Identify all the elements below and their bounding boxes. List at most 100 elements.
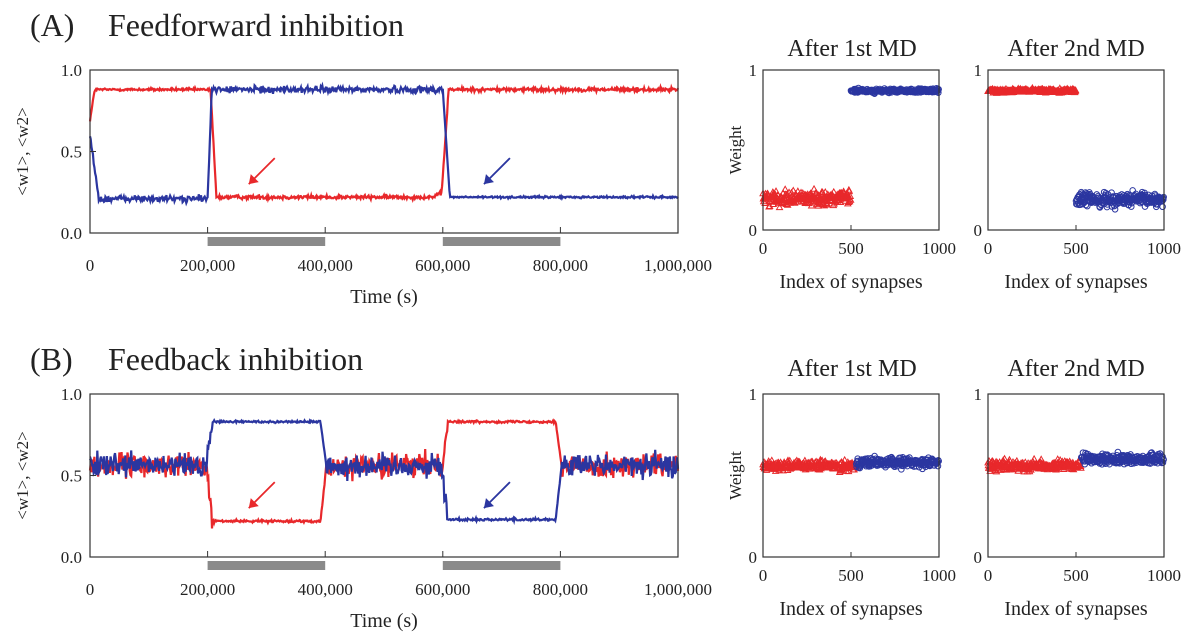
point-triangle <box>821 188 830 195</box>
point-triangle <box>789 186 798 194</box>
y-tick-label: 0 <box>749 548 758 567</box>
chart-B-md2: 0 1 0 500 1000 Index of synapses <box>974 385 1182 620</box>
panel-a-md1-title: After 1st MD <box>787 36 916 62</box>
deprivation-bar-2 <box>442 561 561 570</box>
x-tick-label: 500 <box>838 239 864 258</box>
point-triangle <box>814 201 823 209</box>
x-tick-label: 200,000 <box>180 256 235 275</box>
panel-b-md1-title: After 1st MD <box>787 356 916 382</box>
x-tick-label: 1000 <box>1147 239 1181 258</box>
series-line-blue <box>88 81 679 207</box>
y-axis-label: Weight <box>726 451 745 500</box>
x-tick-label: 1000 <box>922 566 956 585</box>
point-circle <box>1159 203 1166 211</box>
y-tick-label: 0.0 <box>61 548 82 567</box>
x-tick-label: 0 <box>86 580 95 599</box>
x-tick-label: 600,000 <box>415 256 470 275</box>
x-tick-label: 0 <box>984 566 993 585</box>
point-circle <box>1159 459 1167 466</box>
panel-b-md2-title: After 2nd MD <box>1007 356 1144 382</box>
y-tick-label: 0.5 <box>61 143 82 162</box>
y-tick-label: 0 <box>974 548 983 567</box>
chart-A-time: 0.0 0.5 1.0 0 200,000 400,000 600,000 800,000 1,… <box>13 61 712 308</box>
x-tick-label: 500 <box>1063 566 1089 585</box>
x-tick-label: 1000 <box>922 239 956 258</box>
arrow-head-blue <box>483 174 494 185</box>
plot-frame <box>89 69 679 234</box>
arrow-head-blue <box>483 498 494 509</box>
arrow-head-red <box>248 498 259 509</box>
point-triangle <box>844 467 853 475</box>
point-circle <box>1159 196 1167 203</box>
y-tick-label: 1.0 <box>61 61 82 80</box>
x-tick-label: 600,000 <box>415 580 470 599</box>
panel-a-label: (A) <box>30 7 74 43</box>
x-tick-label: 1,000,000 <box>644 256 712 275</box>
y-tick-label: 1 <box>749 61 758 80</box>
x-axis-label: Index of synapses <box>1004 271 1148 293</box>
arrow-head-red <box>248 174 259 185</box>
series-line-blue <box>89 417 680 526</box>
x-tick-label: 500 <box>1063 239 1089 258</box>
point-triangle <box>767 456 776 464</box>
deprivation-bar-1 <box>207 237 326 246</box>
point-triangle <box>772 187 780 195</box>
panel-a-title: Feedforward inhibition <box>108 7 404 43</box>
point-triangle <box>1077 463 1085 471</box>
x-tick-label: 0 <box>759 239 768 258</box>
point-triangle <box>765 202 774 209</box>
x-axis-label: Time (s) <box>350 286 418 308</box>
y-axis-label: <w1>, <w2> <box>13 431 32 519</box>
x-tick-label: 500 <box>838 566 864 585</box>
panel-b-label: (B) <box>30 341 73 377</box>
y-tick-label: 0.5 <box>61 467 82 486</box>
y-tick-label: 0.0 <box>61 224 82 243</box>
x-tick-label: 400,000 <box>298 256 353 275</box>
point-triangle <box>807 201 816 209</box>
point-triangle <box>1000 454 1009 462</box>
chart-A-md2: 0 1 0 500 1000 Index of synapses <box>974 61 1182 293</box>
point-circle <box>1127 203 1135 210</box>
point-triangle <box>801 456 809 464</box>
x-axis-label: Index of synapses <box>1004 598 1148 620</box>
x-tick-label: 0 <box>984 239 993 258</box>
plot-frame <box>762 393 940 558</box>
panel-b-title: Feedback inhibition <box>108 341 363 377</box>
point-triangle <box>840 455 849 463</box>
y-axis-label: <w1>, <w2> <box>13 107 32 195</box>
y-axis-label: Weight <box>726 125 745 174</box>
x-tick-label: 1000 <box>1147 566 1181 585</box>
point-triangle <box>837 458 846 465</box>
point-triangle <box>828 191 837 199</box>
x-tick-label: 400,000 <box>298 580 353 599</box>
y-tick-label: 0 <box>974 221 983 240</box>
x-axis-label: Time (s) <box>350 610 418 632</box>
point-triangle <box>1071 86 1080 94</box>
x-tick-label: 200,000 <box>180 580 235 599</box>
point-triangle <box>836 198 845 206</box>
y-tick-label: 1 <box>974 385 983 404</box>
chart-B-md1: 0 1 0 500 1000 Index of synapses Weight <box>726 385 956 620</box>
point-circle <box>934 89 942 96</box>
chart-B-time: 0.0 0.5 1.0 0 200,000 400,000 600,000 800,000 1,… <box>13 385 712 632</box>
chart-A-md1: 0 1 0 500 1000 Index of synapses Weight <box>726 61 956 293</box>
point-triangle <box>845 187 854 195</box>
deprivation-bar-2 <box>442 237 561 246</box>
series-line-red <box>88 83 680 204</box>
y-tick-label: 1 <box>749 385 758 404</box>
x-axis-label: Index of synapses <box>779 271 923 293</box>
point-triangle <box>810 184 818 192</box>
y-tick-label: 1.0 <box>61 385 82 404</box>
x-axis-label: Index of synapses <box>779 598 923 620</box>
plot-frame <box>987 393 1165 558</box>
x-tick-label: 0 <box>86 256 95 275</box>
y-tick-label: 1 <box>974 61 983 80</box>
x-tick-label: 0 <box>759 566 768 585</box>
deprivation-bar-1 <box>207 561 326 570</box>
x-tick-label: 800,000 <box>533 256 588 275</box>
y-tick-label: 0 <box>749 221 758 240</box>
x-tick-label: 1,000,000 <box>644 580 712 599</box>
panel-a-md2-title: After 2nd MD <box>1007 36 1144 62</box>
point-triangle <box>829 187 838 195</box>
